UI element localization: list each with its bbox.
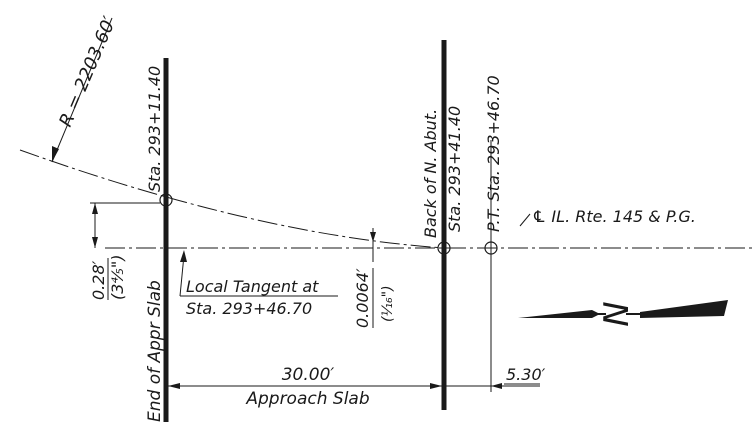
small-offset-in-label: (¹⁄₁₆") — [380, 285, 396, 322]
dim-30-label: 30.00′ — [282, 365, 335, 385]
radius-leader — [51, 17, 113, 163]
horizontal-curve — [19, 149, 446, 249]
local-tangent-label-2: Sta. 293+46.70 — [186, 299, 312, 318]
north-arrow-right-tail — [640, 300, 728, 318]
dim-30-arrow-right — [430, 383, 442, 389]
centerline-label: ℄ IL. Rte. 145 & P.G. — [532, 207, 696, 226]
dim-530-arrow — [491, 383, 502, 389]
dim-530-label: 5.30′ — [506, 365, 546, 384]
centerline-label-leader — [519, 213, 531, 227]
end-slab-label: End of Appr Slab — [145, 280, 165, 422]
radius-arrowhead — [52, 146, 59, 162]
station-circle-end-slab — [159, 193, 173, 207]
pt-station-label: P.T. Sta. 293+46.70 — [484, 75, 503, 232]
back-abutment-label-2: Sta. 293+41.40 — [445, 106, 464, 232]
offset-ft-label: 0.28′ — [89, 260, 108, 300]
offset-arrow-down — [92, 237, 98, 248]
sta-end-slab-label: Sta. 293+11.40 — [145, 66, 164, 192]
north-arrow-left-pointer — [518, 310, 600, 318]
north-letter: N — [597, 301, 637, 326]
offset-arrow-up — [92, 203, 98, 214]
small-offset-arrow — [370, 232, 376, 242]
approach-slab-label: Approach Slab — [245, 389, 369, 409]
station-circle-pt — [484, 241, 498, 255]
small-offset-ft-label: 0.0064′ — [353, 268, 372, 328]
dim-30-arrow-left — [168, 383, 180, 389]
radius-label: R = 2203.60′ — [55, 14, 120, 130]
local-tangent-label-1: Local Tangent at — [186, 277, 319, 296]
offset-in-label: (3⅘") — [108, 254, 127, 300]
station-circle-abutment — [437, 241, 451, 255]
local-tangent-arrowhead — [180, 250, 187, 262]
back-abutment-label-1: Back of N. Abut. — [421, 109, 440, 238]
